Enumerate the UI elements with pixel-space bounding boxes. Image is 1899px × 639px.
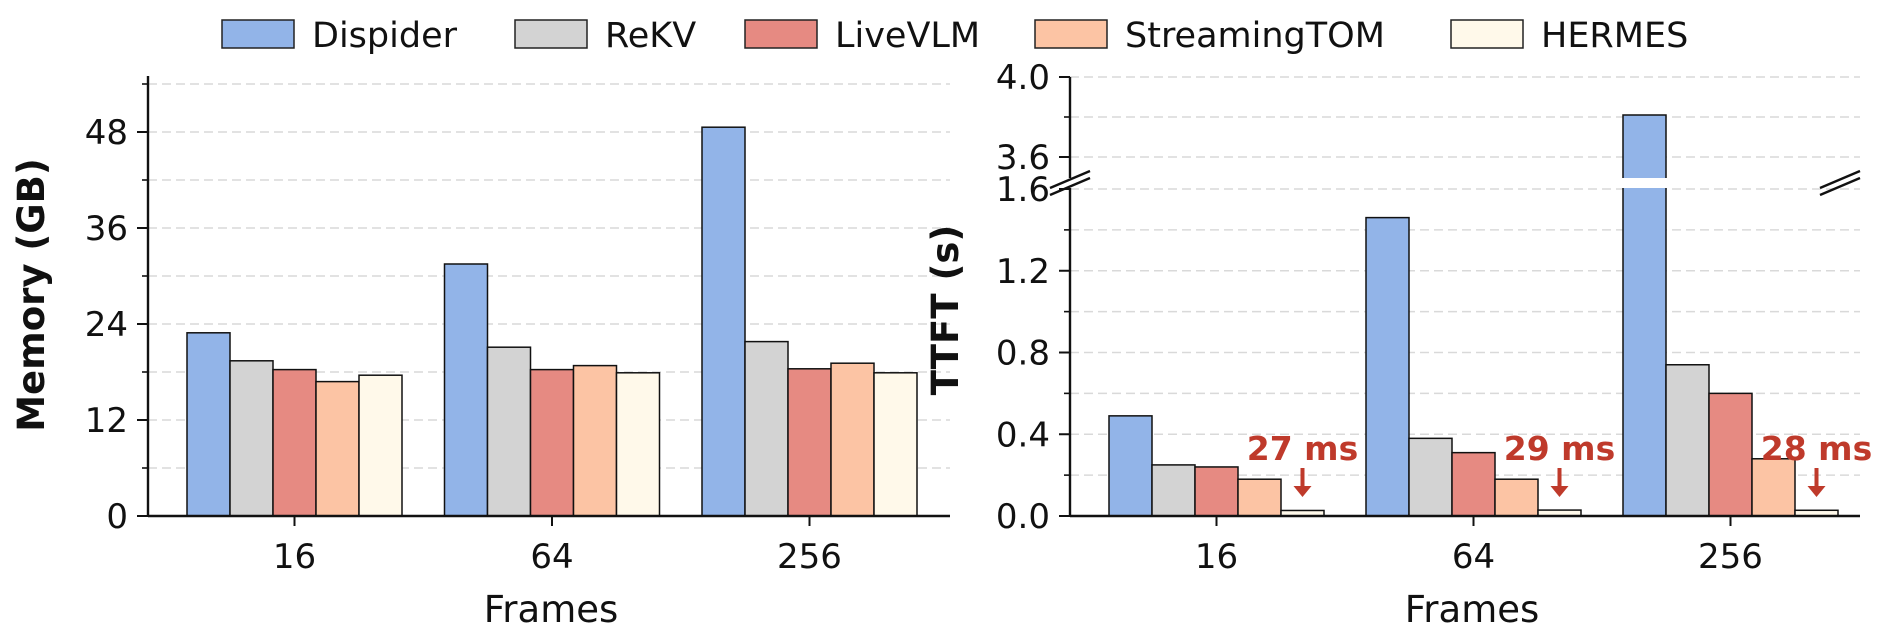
legend-label-hermes: HERMES: [1541, 16, 1688, 56]
ttft-bars: [1108, 114, 1839, 517]
memory-y-tick-label: 48: [85, 113, 128, 153]
ttft-bar-livevlm-64: [1451, 451, 1496, 517]
ttft-grid: [1070, 76, 1860, 476]
ttft-axes: 0.0 0.4 0.8 1.2 1.63.6 4.0 16 64 256: [996, 58, 1861, 577]
ttft-y-tick-label: 1.2: [996, 252, 1050, 292]
memory-bar-hermes-64: [615, 372, 661, 517]
ttft-axis-break-gap: [1620, 178, 1669, 188]
memory-bar-hermes-16: [358, 374, 403, 517]
ttft-annotations: 27 ms 29 ms 28 ms: [1247, 429, 1872, 497]
memory-bar-streamingtom-256: [830, 362, 875, 517]
ttft-annotation-label: 28 ms: [1761, 429, 1872, 468]
ttft-bar-streamingtom-64: [1494, 478, 1539, 517]
ttft-y-tick-label: 0.8: [996, 334, 1050, 374]
memory-y-tick-label: 12: [85, 401, 128, 441]
memory-bar-dispider-16: [186, 332, 231, 517]
ttft-bar-rekv-16: [1151, 464, 1196, 517]
memory-bar-streamingtom-16: [315, 380, 360, 517]
ttft-chart: 0.00.40.81.21.63.64.016 64 256 27 ms 29 ms 2…: [924, 58, 1872, 631]
ttft-y-tick-label: 0.0: [996, 497, 1050, 537]
ttft-annotation-arrow-head: [1550, 486, 1569, 497]
legend-label-streamingtom: StreamingTOM: [1125, 16, 1385, 56]
memory-bar-rekv-64: [486, 346, 532, 517]
legend: Dispider ReKV LiveVLM StreamingTOM HERMES: [221, 16, 1688, 56]
memory-y-tick-label: 24: [85, 305, 128, 345]
memory-bar-streamingtom-64: [572, 364, 618, 517]
ttft-bar-rekv-256: [1665, 364, 1710, 517]
legend-swatch-livevlm: [744, 19, 818, 49]
ttft-bar-dispider-16: [1108, 415, 1153, 517]
legend-swatch-hermes: [1450, 19, 1524, 49]
memory-bar-livevlm-256: [787, 368, 832, 517]
memory-bar-dispider-64: [443, 263, 489, 517]
ttft-y-axis-label: TTFT (s): [924, 225, 967, 396]
memory-x-axis-label: Frames: [484, 588, 619, 631]
ttft-break-mark: [1819, 176, 1861, 197]
ttft-y-tick-label: 0.4: [996, 415, 1050, 455]
ttft-x-tick-label: 16: [1195, 537, 1238, 577]
ttft-bar-dispider-256: [1622, 114, 1667, 517]
ttft-bar-dispider-64: [1365, 216, 1410, 517]
memory-bar-rekv-256: [744, 340, 789, 517]
ttft-annotation-label: 29 ms: [1504, 429, 1615, 468]
ttft-bar-rekv-64: [1408, 437, 1453, 517]
ttft-annotation-arrow-head: [1807, 486, 1826, 497]
memory-bar-rekv-16: [229, 360, 274, 517]
ttft-break-mark: [1819, 169, 1861, 190]
memory-bar-livevlm-64: [529, 368, 575, 517]
legend-swatch-streamingtom: [1034, 19, 1108, 49]
legend-label-livevlm: LiveVLM: [835, 16, 980, 56]
ttft-annotation-label: 27 ms: [1247, 429, 1358, 468]
ttft-x-tick-label: 64: [1452, 537, 1495, 577]
legend-swatch-dispider: [221, 19, 295, 49]
ttft-x-axis-label: Frames: [1405, 588, 1540, 631]
ttft-break-mark: [1049, 176, 1091, 197]
memory-y-axis-label: Memory (GB): [10, 158, 53, 432]
ttft-bar-livevlm-16: [1194, 466, 1239, 517]
ttft-annotation-arrow-head: [1293, 486, 1312, 497]
memory-y-tick-label: 0: [106, 497, 128, 537]
ttft-bar-streamingtom-16: [1237, 478, 1282, 517]
ttft-x-tick-label: 256: [1698, 537, 1763, 577]
ttft-bar-streamingtom-256: [1751, 458, 1796, 517]
ttft-bar-livevlm-256: [1708, 392, 1753, 517]
legend-swatch-rekv: [514, 19, 588, 49]
memory-x-tick-label: 64: [530, 537, 573, 577]
memory-bar-hermes-256: [873, 372, 918, 517]
memory-x-tick-label: 16: [273, 537, 316, 577]
ttft-y-tick-label: 1.6: [996, 170, 1050, 210]
legend-label-dispider: Dispider: [312, 16, 458, 56]
memory-x-tick-label: 256: [777, 537, 842, 577]
ttft-break-mark: [1049, 169, 1091, 190]
memory-y-tick-label: 36: [85, 209, 128, 249]
memory-bar-dispider-256: [701, 126, 746, 517]
memory-bars: [186, 126, 918, 517]
memory-bar-livevlm-16: [272, 368, 317, 517]
ttft-y-tick-label: 3.6: [996, 138, 1050, 178]
memory-axes: 0 12 24 36 48 16 64 256: [85, 76, 950, 577]
legend-label-rekv: ReKV: [605, 16, 696, 56]
memory-chart: 0 12 24 36 48 16 64 256 Memory (GB) Frames: [10, 76, 950, 631]
ttft-y-tick-label: 4.0: [996, 58, 1050, 98]
